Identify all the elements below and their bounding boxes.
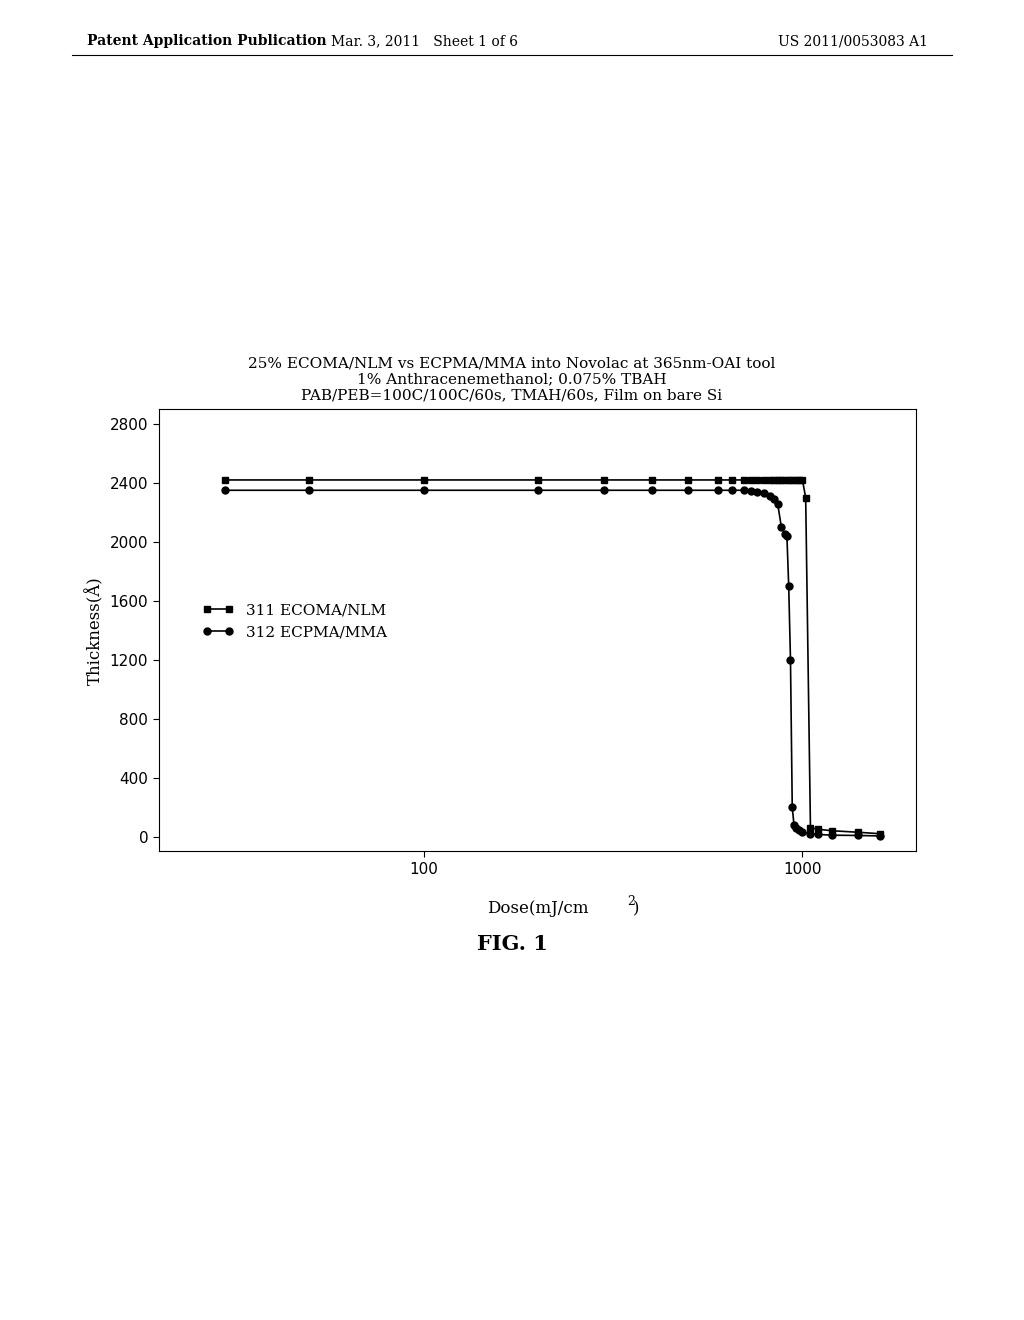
Y-axis label: Thickness(Å): Thickness(Å) xyxy=(86,576,104,685)
312 ECPMA/MMA xyxy=(790,820,802,836)
312 ECPMA/MMA xyxy=(752,484,764,500)
312 ECPMA/MMA xyxy=(303,482,315,498)
311 ECOMA/NLM xyxy=(737,473,750,488)
312 ECPMA/MMA xyxy=(782,578,795,594)
312 ECPMA/MMA xyxy=(780,528,793,544)
312 ECPMA/MMA xyxy=(779,527,792,543)
312 ECPMA/MMA xyxy=(713,482,725,498)
Text: FIG. 1: FIG. 1 xyxy=(476,933,548,954)
312 ECPMA/MMA xyxy=(826,828,839,843)
311 ECOMA/NLM xyxy=(873,826,886,842)
312 ECPMA/MMA xyxy=(797,824,809,840)
311 ECOMA/NLM xyxy=(531,473,544,488)
311 ECOMA/NLM xyxy=(598,473,610,488)
311 ECOMA/NLM xyxy=(793,473,805,488)
312 ECPMA/MMA xyxy=(793,822,805,838)
311 ECOMA/NLM xyxy=(219,473,231,488)
311 ECOMA/NLM xyxy=(779,473,792,488)
311 ECOMA/NLM xyxy=(782,473,795,488)
312 ECPMA/MMA xyxy=(786,800,799,816)
311 ECOMA/NLM xyxy=(852,824,864,840)
311 ECOMA/NLM xyxy=(682,473,694,488)
311 ECOMA/NLM xyxy=(418,473,430,488)
311 ECOMA/NLM xyxy=(764,473,776,488)
312 ECPMA/MMA xyxy=(737,482,750,498)
311 ECOMA/NLM xyxy=(804,820,816,836)
Text: 2: 2 xyxy=(627,895,635,908)
311 ECOMA/NLM xyxy=(800,490,812,506)
312 ECPMA/MMA xyxy=(771,495,783,511)
312 ECPMA/MMA xyxy=(219,482,231,498)
311 ECOMA/NLM xyxy=(812,821,824,837)
Legend: 311 ECOMA/NLM, 312 ECPMA/MMA: 311 ECOMA/NLM, 312 ECPMA/MMA xyxy=(197,598,392,645)
312 ECPMA/MMA xyxy=(768,491,780,507)
Line: 311 ECOMA/NLM: 311 ECOMA/NLM xyxy=(222,477,884,837)
312 ECPMA/MMA xyxy=(873,828,886,843)
Line: 312 ECPMA/MMA: 312 ECPMA/MMA xyxy=(222,487,884,840)
311 ECOMA/NLM xyxy=(826,822,839,838)
Text: US 2011/0053083 A1: US 2011/0053083 A1 xyxy=(778,34,928,49)
311 ECOMA/NLM xyxy=(758,473,770,488)
312 ECPMA/MMA xyxy=(418,482,430,498)
311 ECOMA/NLM xyxy=(303,473,315,488)
312 ECPMA/MMA xyxy=(812,826,824,842)
312 ECPMA/MMA xyxy=(598,482,610,498)
311 ECOMA/NLM xyxy=(752,473,764,488)
Text: 25% ECOMA/NLM vs ECPMA/MMA into Novolac at 365nm-OAI tool
1% Anthracenemethanol;: 25% ECOMA/NLM vs ECPMA/MMA into Novolac … xyxy=(248,356,776,403)
311 ECOMA/NLM xyxy=(744,473,757,488)
311 ECOMA/NLM xyxy=(771,473,783,488)
Text: Dose(mJ/cm: Dose(mJ/cm xyxy=(486,900,589,917)
312 ECPMA/MMA xyxy=(758,486,770,502)
312 ECPMA/MMA xyxy=(725,482,737,498)
312 ECPMA/MMA xyxy=(784,652,797,668)
312 ECPMA/MMA xyxy=(764,488,776,504)
312 ECPMA/MMA xyxy=(682,482,694,498)
312 ECPMA/MMA xyxy=(775,519,787,535)
Text: Mar. 3, 2011   Sheet 1 of 6: Mar. 3, 2011 Sheet 1 of 6 xyxy=(332,34,518,49)
312 ECPMA/MMA xyxy=(645,482,657,498)
Text: ): ) xyxy=(633,900,639,917)
312 ECPMA/MMA xyxy=(852,828,864,843)
311 ECOMA/NLM xyxy=(786,473,799,488)
311 ECOMA/NLM xyxy=(645,473,657,488)
311 ECOMA/NLM xyxy=(725,473,737,488)
311 ECOMA/NLM xyxy=(797,473,809,488)
312 ECPMA/MMA xyxy=(531,482,544,498)
311 ECOMA/NLM xyxy=(768,473,780,488)
312 ECPMA/MMA xyxy=(744,483,757,499)
Text: Patent Application Publication: Patent Application Publication xyxy=(87,34,327,49)
311 ECOMA/NLM xyxy=(775,473,787,488)
312 ECPMA/MMA xyxy=(787,817,800,833)
311 ECOMA/NLM xyxy=(713,473,725,488)
312 ECPMA/MMA xyxy=(804,826,816,842)
311 ECOMA/NLM xyxy=(790,473,802,488)
